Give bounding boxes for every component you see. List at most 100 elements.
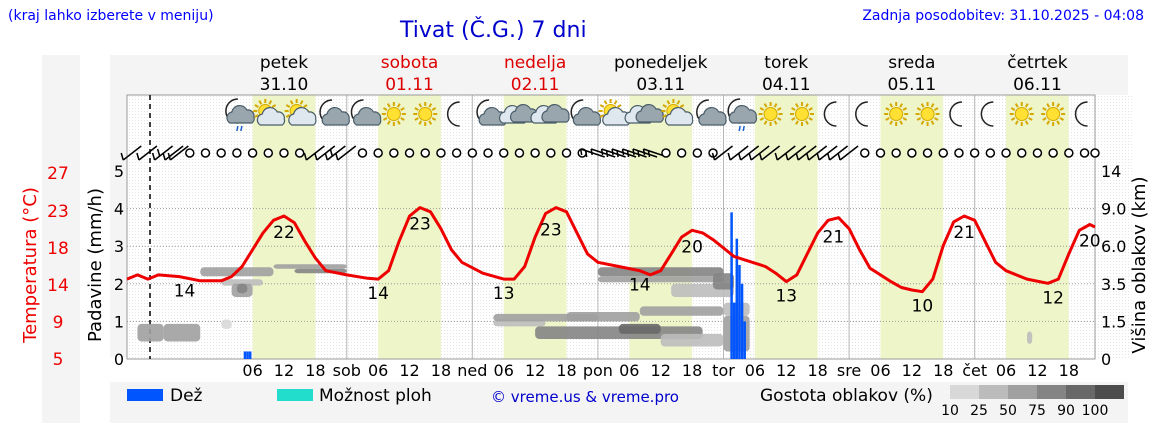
- sun-icon: [915, 102, 940, 126]
- barb-flag: [805, 152, 810, 161]
- x-tick-label: 06: [745, 361, 765, 380]
- precip-tick-label: 5: [114, 162, 124, 181]
- x-tick-label: tor: [712, 361, 735, 380]
- sun-ray: [885, 107, 890, 111]
- sun-ray: [920, 103, 925, 108]
- cloud-tick-label: 14: [1101, 162, 1121, 181]
- wind-calm: [498, 148, 509, 158]
- temp-data-label: 13: [775, 287, 797, 307]
- sun-ray: [603, 100, 608, 105]
- x-tick-label: 06: [368, 361, 388, 380]
- barb-flag: [647, 150, 651, 158]
- daylight-band: [1006, 95, 1069, 359]
- wind-calm: [661, 148, 671, 158]
- precip-bar: [243, 351, 247, 359]
- day-name: torek: [764, 53, 808, 73]
- daylight-band: [378, 95, 441, 359]
- moon-shape: [446, 101, 460, 127]
- sun-ray: [1046, 103, 1051, 108]
- wind-barb: [711, 145, 733, 161]
- precip-tick-label: 0: [114, 350, 124, 369]
- x-tick-label: 06: [870, 361, 890, 380]
- sun-ray: [254, 104, 259, 108]
- precip-bar: [248, 351, 252, 359]
- x-tick-label: 06: [242, 361, 262, 380]
- sun-ray: [414, 107, 419, 111]
- sun-ray: [1028, 107, 1033, 111]
- x-tick-label: 12: [1027, 361, 1047, 380]
- sun-ray: [1010, 117, 1016, 121]
- sun-ray: [759, 117, 765, 121]
- temp-data-label: 14: [367, 284, 389, 304]
- wind-calm: [357, 148, 368, 158]
- legend-cloud-swatch: [1066, 385, 1095, 399]
- barb-flag: [727, 152, 731, 161]
- precip-tick-label: 2: [114, 275, 124, 294]
- barb-flag: [711, 152, 716, 161]
- sun-ray: [382, 117, 388, 121]
- legend-storm-swatch: [277, 389, 313, 401]
- sun-ray: [1014, 120, 1019, 125]
- sun-ray: [431, 107, 437, 111]
- barb-flag: [816, 152, 820, 161]
- cloud-density-block: [639, 306, 724, 316]
- sun-disc: [889, 107, 904, 121]
- sun-ray: [805, 103, 809, 108]
- legend-cloud-swatch: [1095, 385, 1124, 399]
- wind-barb: [167, 145, 189, 161]
- sun-ray: [386, 103, 391, 108]
- sun-ray: [382, 107, 388, 111]
- sun-ray: [1024, 120, 1029, 125]
- wind-calm: [232, 148, 242, 158]
- moon-icon: [980, 101, 994, 127]
- sun-ray: [930, 120, 935, 125]
- cloud-density-block: [713, 273, 734, 290]
- wind-calm: [200, 148, 211, 158]
- day-date: 05.11: [888, 75, 937, 95]
- daylight-band: [754, 95, 818, 359]
- daylight-band: [252, 95, 316, 359]
- sun-icon: [789, 102, 814, 126]
- temp-data-label: 21: [953, 223, 975, 243]
- barb-staff: [714, 145, 733, 161]
- wind-calm: [436, 148, 446, 158]
- temp-axis-title: Temperatura (°C): [20, 187, 41, 344]
- sun-ray: [795, 120, 799, 125]
- sun-ray: [1059, 117, 1065, 121]
- temp-tick-label: 18: [47, 239, 69, 259]
- wind-calm: [1048, 148, 1058, 158]
- sun-ray: [763, 103, 768, 108]
- legend-cloud-level: 25: [970, 403, 988, 419]
- barb-flag: [314, 152, 318, 161]
- precip-tick-label: 3: [114, 237, 124, 256]
- temperature-line: [126, 206, 1096, 294]
- wind-barb: [590, 148, 616, 158]
- wind-calm: [954, 148, 964, 158]
- daylight-band: [880, 95, 944, 359]
- wind-barb: [600, 148, 626, 158]
- wind-barb: [136, 145, 158, 161]
- precip-bar: [738, 265, 741, 359]
- cloud-shape: [664, 106, 694, 126]
- wind-calm: [1079, 148, 1090, 158]
- sun-disc: [386, 107, 401, 121]
- sun-ray: [428, 120, 433, 125]
- sun-cloud-icon: [661, 99, 694, 126]
- barb-staff: [632, 148, 658, 158]
- legend-cloud-level: 50: [999, 403, 1017, 419]
- barb-flag: [151, 152, 156, 161]
- barb-flag: [329, 148, 334, 157]
- cloud-shape: [288, 106, 317, 126]
- sun-ray: [418, 120, 423, 125]
- page-title: Tivat (Č.G.) 7 dni: [400, 18, 587, 43]
- day-date: 31.10: [260, 75, 309, 95]
- precip-bar: [246, 351, 249, 359]
- precip-bar: [740, 283, 744, 359]
- sun-ray: [1056, 120, 1061, 125]
- location-hint-link[interactable]: (kraj lahko izberete v meniju): [8, 8, 214, 24]
- sun-ray: [889, 103, 894, 108]
- sun-ray: [1059, 107, 1065, 111]
- update-time: 31.10.2025 - 04:08: [1009, 8, 1144, 24]
- sun-ray: [431, 117, 437, 121]
- temp-tick-label: 9: [53, 313, 64, 333]
